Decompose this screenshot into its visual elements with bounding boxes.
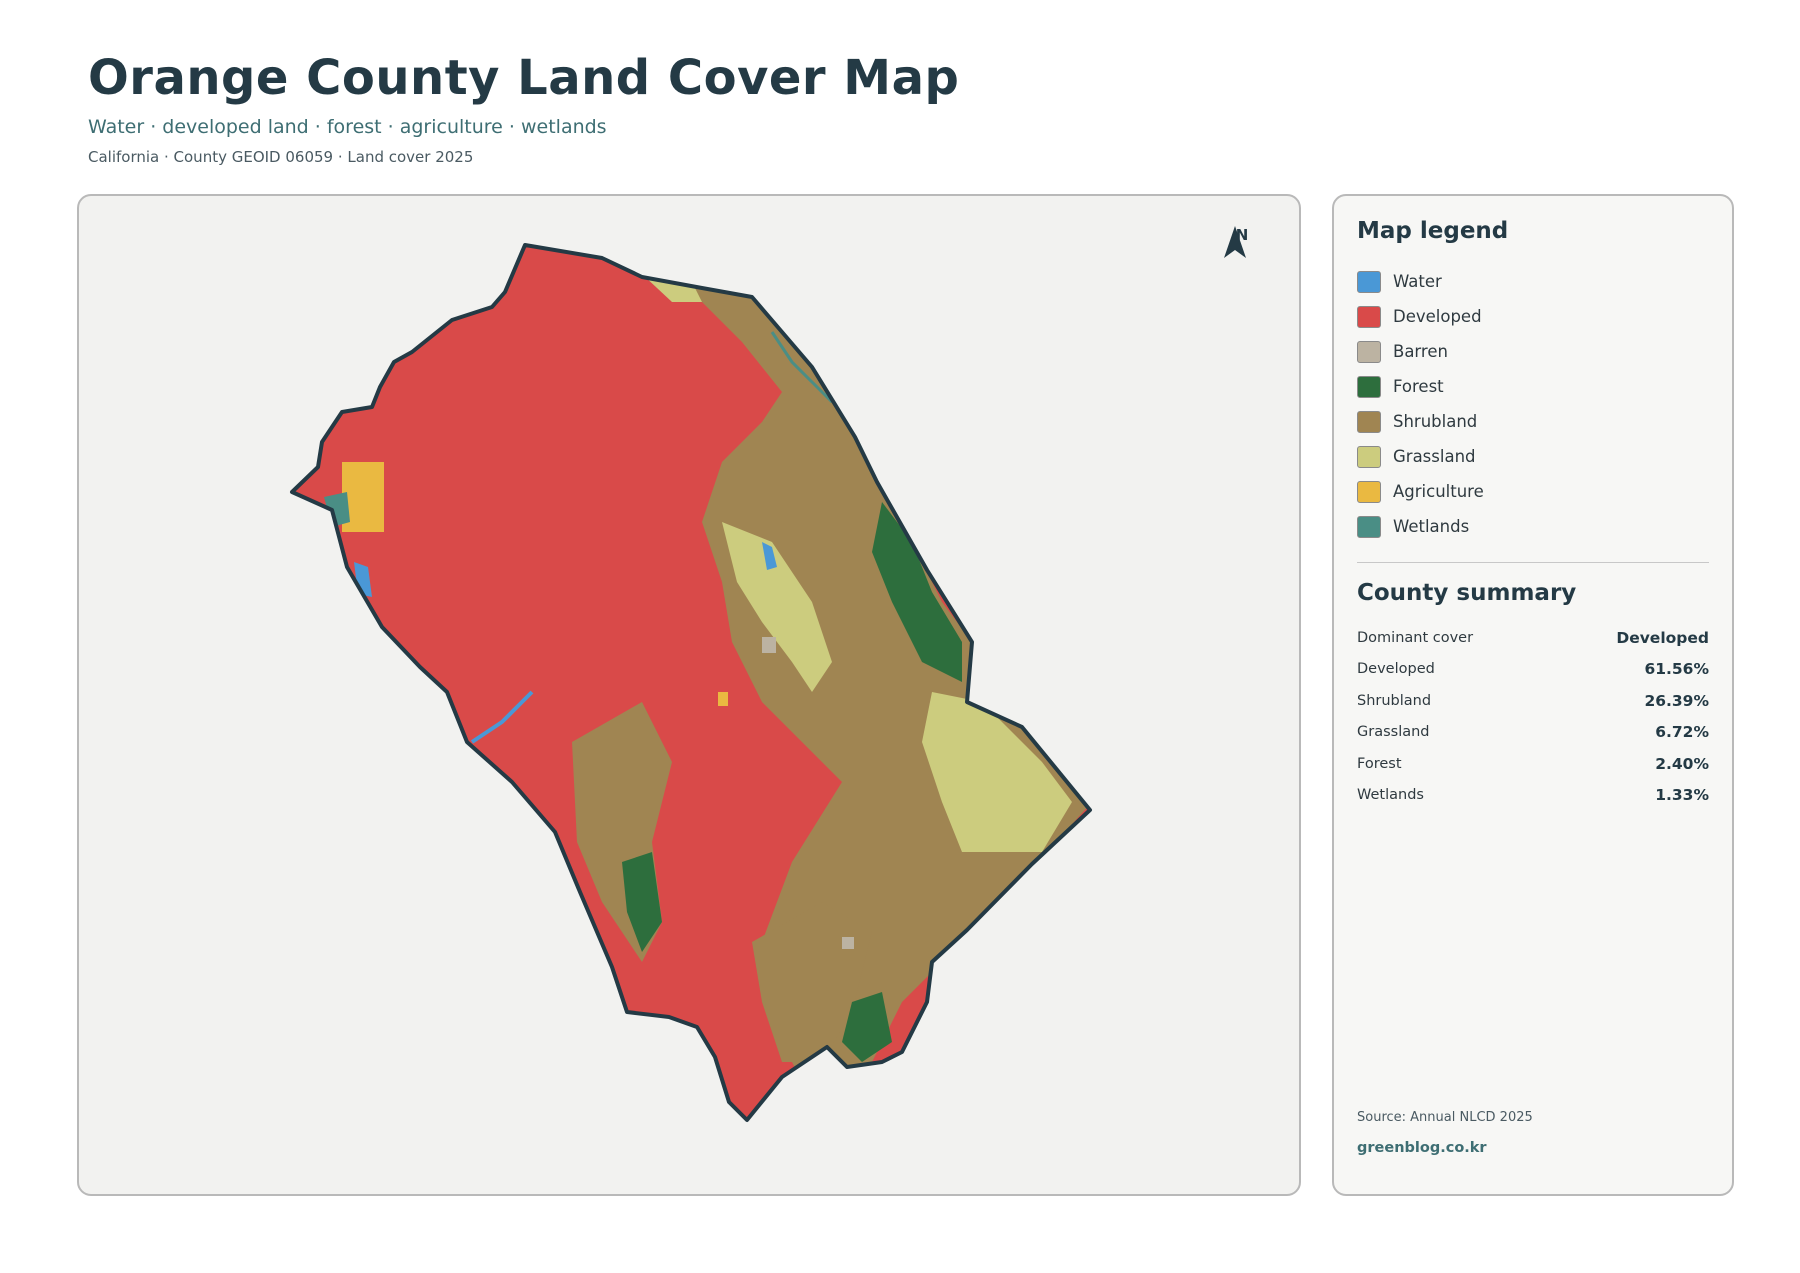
legend-item-wetlands: Wetlands — [1357, 509, 1484, 544]
summary-row: Forest 2.40% — [1357, 748, 1709, 780]
summary-label: Grassland — [1357, 724, 1430, 741]
legend-item-barren: Barren — [1357, 334, 1484, 369]
barren-patch — [762, 637, 776, 653]
legend-title: Map legend — [1357, 218, 1509, 244]
legend-label: Developed — [1393, 307, 1482, 326]
shrubland-region — [632, 272, 1090, 1082]
summary-title: County summary — [1357, 580, 1577, 606]
north-arrow-icon — [1224, 226, 1246, 258]
legend-swatch-grassland — [1357, 445, 1381, 468]
summary-value: 2.40% — [1655, 754, 1709, 773]
legend-swatch-developed — [1357, 305, 1381, 328]
agriculture-patch — [718, 692, 728, 706]
site-link[interactable]: greenblog.co.kr — [1357, 1140, 1487, 1156]
summary-value: Developed — [1616, 628, 1709, 647]
water-river — [470, 690, 534, 744]
county-map[interactable] — [79, 196, 1299, 1194]
map-panel[interactable]: N — [77, 194, 1301, 1196]
legend-label: Shrubland — [1393, 412, 1478, 431]
legend-label: Agriculture — [1393, 482, 1484, 501]
forest-east — [872, 502, 962, 682]
forest-south — [622, 852, 662, 952]
summary-value: 61.56% — [1644, 660, 1709, 679]
legend-item-forest: Forest — [1357, 369, 1484, 404]
page-subtitle: Water · developed land · forest · agricu… — [88, 116, 607, 138]
legend-swatch-agriculture — [1357, 480, 1381, 503]
legend-swatch-shrubland — [1357, 410, 1381, 433]
grassland-east — [922, 692, 1072, 852]
legend-swatch-forest — [1357, 375, 1381, 398]
developed-area — [292, 245, 1090, 1120]
side-panel: Map legend Water Developed Barren Forest… — [1332, 194, 1734, 1196]
legend-swatch-water — [1357, 270, 1381, 293]
legend-label: Barren — [1393, 342, 1448, 361]
page-title: Orange County Land Cover Map — [88, 50, 960, 106]
page-meta: California · County GEOID 06059 · Land c… — [88, 148, 474, 166]
water-lake — [762, 542, 777, 570]
north-arrow: N — [1222, 224, 1262, 258]
grassland-central — [722, 522, 832, 692]
summary-value: 1.33% — [1655, 786, 1709, 805]
header: Orange County Land Cover Map Water · dev… — [88, 50, 959, 166]
summary-label: Dominant cover — [1357, 629, 1474, 646]
panel-divider — [1357, 562, 1709, 563]
legend-item-developed: Developed — [1357, 299, 1484, 334]
barren-patch-south — [842, 937, 854, 949]
legend-item-water: Water — [1357, 264, 1484, 299]
summary-label: Wetlands — [1357, 787, 1424, 804]
summary-label: Forest — [1357, 755, 1402, 772]
summary-row: Dominant cover Developed — [1357, 622, 1709, 654]
legend-label: Water — [1393, 272, 1442, 291]
summary-value: 26.39% — [1644, 691, 1709, 710]
summary-value: 6.72% — [1655, 723, 1709, 742]
forest-southeast — [842, 992, 892, 1062]
summary-row: Grassland 6.72% — [1357, 717, 1709, 749]
legend-label: Grassland — [1393, 447, 1476, 466]
legend-label: Wetlands — [1393, 517, 1470, 536]
legend-list: Water Developed Barren Forest Shrubland … — [1357, 264, 1484, 544]
legend-swatch-barren — [1357, 340, 1381, 363]
water-channel — [770, 331, 834, 404]
summary-label: Shrubland — [1357, 692, 1432, 709]
summary-table: Dominant cover Developed Developed 61.56… — [1357, 622, 1709, 811]
summary-row: Developed 61.56% — [1357, 654, 1709, 686]
county-boundary — [290, 243, 1092, 1122]
legend-swatch-wetlands — [1357, 515, 1381, 538]
legend-label: Forest — [1393, 377, 1444, 396]
legend-item-shrubland: Shrubland — [1357, 404, 1484, 439]
summary-label: Developed — [1357, 661, 1435, 678]
legend-item-agriculture: Agriculture — [1357, 474, 1484, 509]
summary-row: Shrubland 26.39% — [1357, 685, 1709, 717]
summary-row: Wetlands 1.33% — [1357, 780, 1709, 812]
legend-item-grassland: Grassland — [1357, 439, 1484, 474]
source-note: Source: Annual NLCD 2025 — [1357, 1110, 1533, 1125]
